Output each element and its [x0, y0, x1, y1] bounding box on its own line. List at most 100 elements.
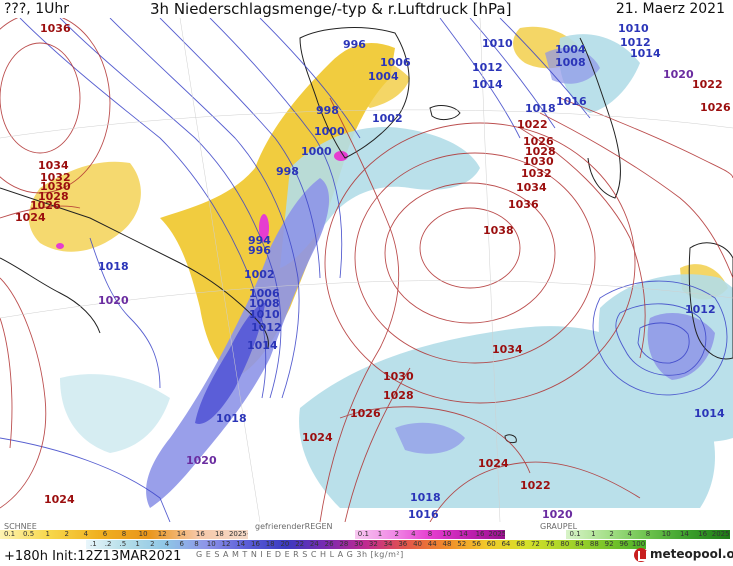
isobar-label: 1026 — [523, 135, 554, 148]
snow-scale-tick: 2025+ — [228, 530, 248, 538]
snow-scale-tick: 8 — [121, 530, 127, 538]
total-precip-scale-tick: .2 — [104, 540, 112, 548]
isobar-label: 1036 — [508, 198, 539, 211]
isobar-label: 1018 — [98, 260, 129, 273]
total-precip-scale-tick: 48 — [442, 540, 452, 548]
meteopool-logo-icon — [634, 547, 648, 562]
total-precip-scale-tick: 100 — [631, 540, 646, 548]
isobar-label: 1022 — [692, 78, 723, 91]
total-precip-scale-tick: 26 — [324, 540, 334, 548]
isobar-label: 996 — [343, 38, 366, 51]
isobar-label: 1000 — [301, 145, 332, 158]
snow-scale-tick: 0.5 — [23, 530, 35, 538]
isobars-low — [0, 18, 728, 522]
total-precip-scale-tick: 24 — [309, 540, 319, 548]
total-precip-scale-tick: 96 — [619, 540, 629, 548]
isobar-label: 1020 — [542, 508, 573, 521]
freezing-rain-scale-tick: 16 — [475, 530, 485, 538]
isobar-labels: 1036 996 1010 1004 1010 1012 1014 1008 1… — [15, 22, 731, 521]
graupel-scale-tick: 1 — [591, 530, 596, 538]
isobar-label: 1012 — [472, 61, 503, 74]
rain-heavy-area — [146, 48, 715, 508]
total-precip-scale: .1.2.5 1 2 4 6 8 10 12 14 16 18 20 22 24 26 28 30 32 34 36 4… — [86, 540, 646, 549]
freezing-rain-scale-tick: 10 — [442, 530, 452, 538]
isobar-label: 998 — [276, 165, 299, 178]
freezing-rain-scale-tick: 8 — [427, 530, 433, 538]
isobar-label: 1020 — [98, 294, 129, 307]
total-precip-scale-tick: 20 — [280, 540, 290, 548]
valid-time-label: ???, 1Uhr — [4, 1, 69, 17]
isobar-label: 1026 — [350, 407, 381, 420]
total-precip-scale-tick: 6 — [179, 540, 184, 548]
freezing-rain-scale-tick: 4 — [411, 530, 416, 538]
isobar-label: 1018 — [216, 412, 247, 425]
isobar-label: 1002 — [244, 268, 275, 281]
isobar-label: 1012 — [685, 303, 716, 316]
total-precip-scale-tick: 60 — [486, 540, 496, 548]
isobar-label: 1018 — [525, 102, 556, 115]
total-precip-scale-tick: .1 — [90, 540, 97, 548]
total-precip-legend-label: G E S A M T N I E D E R S C H L A G 3h [… — [196, 550, 404, 559]
graupel-scale-tick: 2025+ — [711, 530, 730, 538]
total-precip-scale-tick: 56 — [472, 540, 481, 548]
snow-scale-tick: 6 — [102, 530, 108, 538]
isobar-label: 1024 — [44, 493, 75, 506]
isobar-label: 1026 — [700, 101, 731, 114]
isobar-label: 1024 — [15, 211, 46, 224]
freezing-rain-scale-tick: 2025+ — [488, 530, 506, 538]
isobar-label: 994 — [248, 234, 271, 247]
total-precip-scale-tick: 88 — [589, 540, 599, 548]
total-precip-scale-tick: 84 — [575, 540, 585, 548]
total-precip-scale-tick: 30 — [354, 540, 364, 548]
weather-map: 1036 996 1010 1004 1010 1012 1014 1008 1… — [0, 18, 733, 522]
total-precip-scale-tick: 80 — [560, 540, 570, 548]
meteopool-logo[interactable]: meteopool.org — [634, 547, 733, 562]
total-precip-scale-tick: 12 — [221, 540, 231, 548]
isobars-high — [0, 18, 733, 522]
isobar-label: 1034 — [38, 159, 69, 172]
total-precip-scale-tick: 64 — [501, 540, 511, 548]
graupel-scale-tick: 0.1 — [569, 530, 581, 538]
graupel-legend-label: GRAUPEL — [540, 522, 578, 531]
isobar-label: 1002 — [372, 112, 403, 125]
isobar-label: 1028 — [383, 389, 414, 402]
total-precip-scale-tick: 52 — [457, 540, 467, 548]
total-precip-scale-tick: 8 — [194, 540, 199, 548]
isobar-label: 1022 — [520, 479, 551, 492]
total-precip-scale-tick: 92 — [604, 540, 614, 548]
isobar-label: 1008 — [555, 56, 586, 69]
isobar-label: 1012 — [620, 36, 651, 49]
total-precip-scale-tick: .5 — [119, 540, 127, 548]
isobar-label: 1014 — [472, 78, 503, 91]
isobar-label: 1036 — [40, 22, 71, 35]
total-precip-scale-tick: 18 — [265, 540, 275, 548]
isobar-label: 1006 — [249, 287, 280, 300]
total-precip-scale-tick: 2 — [150, 540, 155, 548]
map-title: 3h Niederschlagsmenge/-typ & r.Luftdruck… — [150, 0, 512, 18]
isobar-label: 998 — [316, 104, 339, 117]
total-precip-scale-tick: 28 — [339, 540, 349, 548]
isobar-label: 1000 — [314, 125, 345, 138]
graupel-scale-tick: 4 — [627, 530, 632, 538]
total-precip-scale-tick: 14 — [236, 540, 246, 548]
isobar-label: 1004 — [368, 70, 399, 83]
snow-scale-tick: 14 — [176, 530, 186, 538]
snow-scale-tick: 4 — [83, 530, 89, 538]
isobar-label: 1026 — [30, 199, 61, 212]
total-precip-scale-tick: 34 — [383, 540, 393, 548]
snow-scale-tick: 10 — [138, 530, 148, 538]
isobar-label: 1022 — [517, 118, 548, 131]
isobar-label: 1014 — [630, 47, 661, 60]
graupel-scale-tick: 8 — [645, 530, 651, 538]
total-precip-scale-tick: 16 — [250, 540, 260, 548]
total-precip-scale-tick: 4 — [164, 540, 170, 548]
total-precip-scale-tick: 36 — [398, 540, 408, 548]
isobar-label: 996 — [248, 244, 271, 257]
isobar-label: 1030 — [523, 155, 554, 168]
isobar-label: 1020 — [186, 454, 217, 467]
total-precip-scale-tick: 10 — [206, 540, 216, 548]
freezing-rain-area — [56, 151, 348, 249]
isobar-label: 1032 — [40, 171, 71, 184]
